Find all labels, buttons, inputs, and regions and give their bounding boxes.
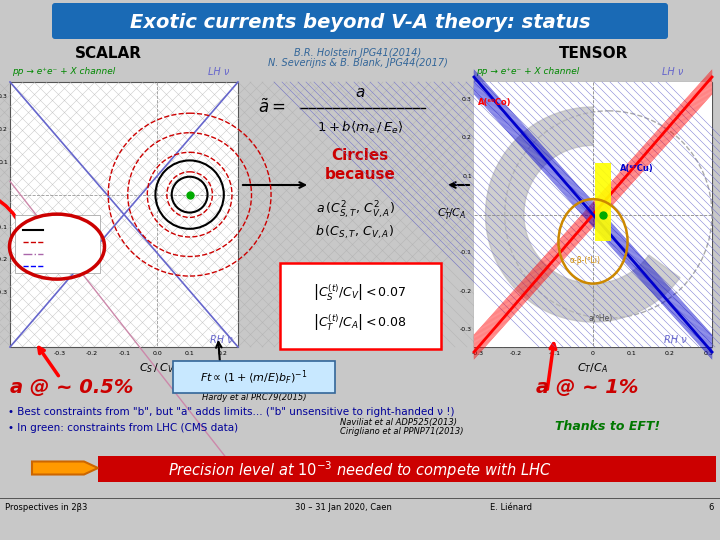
Text: 30 – 31 Jan 2020, Caen: 30 – 31 Jan 2020, Caen [295,503,392,512]
Text: LH ν: LH ν [662,67,683,77]
Text: -0.3: -0.3 [53,351,66,356]
Text: -0.2: -0.2 [86,351,98,356]
Bar [474,82,712,347]
Text: -0.1: -0.1 [0,225,8,230]
Text: -0.3: -0.3 [0,290,8,295]
Text: RH ν: RH ν [210,335,233,345]
Text: $a$: $a$ [355,85,365,100]
Text: SCALAR: SCALAR [74,46,142,62]
Text: LH ν: LH ν [208,67,230,77]
FancyBboxPatch shape [52,3,668,39]
Text: $\left|C_T^{(t)}/C_A\right| < 0.08$: $\left|C_T^{(t)}/C_A\right| < 0.08$ [313,312,407,332]
Text: 0.2: 0.2 [0,127,8,132]
Text: -0.3: -0.3 [460,327,472,332]
Text: Prospectives in 2β3: Prospectives in 2β3 [5,503,87,512]
Text: 0.1: 0.1 [185,351,194,356]
Text: a @ ~ 0.5%: a @ ~ 0.5% [10,379,134,397]
Text: a @ ~ 1%: a @ ~ 1% [536,379,638,397]
Text: RH ν: RH ν [664,335,687,345]
Bar [595,163,611,241]
Text: 0.1: 0.1 [462,174,472,179]
Text: -0.3: -0.3 [472,351,484,356]
FancyBboxPatch shape [280,263,441,349]
Text: Cirigliano et al PPNP71(2013): Cirigliano et al PPNP71(2013) [340,428,464,436]
Text: TENSOR: TENSOR [559,46,629,62]
Text: • Best constraints from "b", but "a" adds limits... ("b" unsensitive to right-ha: • Best constraints from "b", but "a" add… [8,407,454,417]
Text: $b\,(C_{S,T},\,C_{V,A})$: $b\,(C_{S,T},\,C_{V,A})$ [315,224,395,241]
Text: 0: 0 [591,351,595,356]
Text: 6: 6 [708,503,714,512]
Text: Thanks to EFT!: Thanks to EFT! [555,420,660,433]
Text: 0.1: 0.1 [626,351,636,356]
Text: • In green: constraints from LHC (CMS data): • In green: constraints from LHC (CMS da… [8,423,238,433]
Text: $C_T'\!/C_A$: $C_T'\!/C_A$ [437,206,467,222]
Text: B.R. Holstein JPG41(2014): B.R. Holstein JPG41(2014) [294,48,422,58]
Text: Exotic currents beyond V-A theory: status: Exotic currents beyond V-A theory: statu… [130,12,590,31]
Text: Hardy et al PRC79(2015): Hardy et al PRC79(2015) [202,394,306,402]
Text: $C_S\,/\,C_V$: $C_S\,/\,C_V$ [139,361,175,375]
Text: 0.0: 0.0 [152,351,162,356]
Text: 0.3: 0.3 [462,97,472,102]
Text: 0.3: 0.3 [703,351,713,356]
Text: Circles
because: Circles because [325,148,395,182]
Bar [474,82,712,347]
Text: $a\,(C^2_{S,T},\,C^2_{V,A})$: $a\,(C^2_{S,T},\,C^2_{V,A})$ [315,199,395,221]
Text: E. Liénard: E. Liénard [490,503,532,512]
Text: $Ft \propto \left(1 + \langle m/E\rangle b_F\right)^{-1}$: $Ft \propto \left(1 + \langle m/E\rangle… [200,369,307,387]
Text: α-β-(⁶Li): α-β-(⁶Li) [570,256,600,265]
Text: $\tilde{a} =$: $\tilde{a} =$ [258,99,286,117]
FancyBboxPatch shape [98,456,716,482]
Bar [10,82,238,347]
Text: -0.1: -0.1 [549,351,561,356]
Text: $\it{Precision\ level\ at\ 10^{-3}\ needed\ to\ compete\ with\ LHC}$: $\it{Precision\ level\ at\ 10^{-3}\ need… [168,459,552,481]
FancyArrow shape [32,462,98,475]
Text: -0.2: -0.2 [510,351,522,356]
Text: 0.2: 0.2 [462,135,472,140]
Text: A(⁶⁰Co): A(⁶⁰Co) [478,98,511,106]
Text: 0.2: 0.2 [665,351,675,356]
Text: 0.2: 0.2 [217,351,227,356]
Text: -0.2: -0.2 [0,257,8,262]
Text: Naviliat et al ADP525(2013): Naviliat et al ADP525(2013) [340,417,457,427]
Text: N. Severijns & B. Blank, JPG44(2017): N. Severijns & B. Blank, JPG44(2017) [268,58,448,68]
Text: -0.2: -0.2 [460,289,472,294]
FancyBboxPatch shape [173,361,335,393]
Text: 0.3: 0.3 [0,94,8,99]
Bar [15,214,100,273]
Polygon shape [485,107,680,322]
Text: pp → e⁺e⁻ + X channel: pp → e⁺e⁻ + X channel [12,68,115,77]
Text: a(⁶He): a(⁶He) [588,314,613,322]
Text: $1 + b\langle m_e\,/\,E_e \rangle$: $1 + b\langle m_e\,/\,E_e \rangle$ [317,120,403,136]
Text: 0.1: 0.1 [0,159,8,165]
Text: -0.1: -0.1 [119,351,130,356]
Text: -0.1: -0.1 [460,251,472,255]
Text: pp → e⁺e⁻ + X channel: pp → e⁺e⁻ + X channel [476,68,580,77]
Text: $\left|C_S^{(t)}/C_V\right| < 0.07$: $\left|C_S^{(t)}/C_V\right| < 0.07$ [313,282,407,302]
Text: A(⁶⁷Cu): A(⁶⁷Cu) [620,164,654,173]
Text: $C_T/C_A$: $C_T/C_A$ [577,361,608,375]
